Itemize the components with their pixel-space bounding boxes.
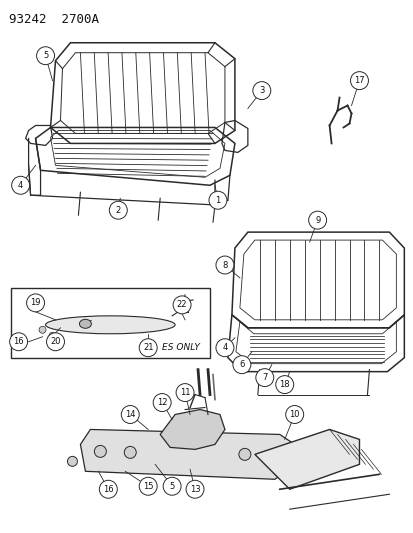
Circle shape: [216, 339, 233, 357]
Text: 2: 2: [115, 206, 121, 215]
Circle shape: [252, 82, 270, 100]
Circle shape: [99, 480, 117, 498]
Text: 93242  2700A: 93242 2700A: [9, 13, 98, 26]
Text: 7: 7: [261, 373, 267, 382]
Circle shape: [67, 456, 77, 466]
Polygon shape: [254, 430, 358, 489]
Circle shape: [176, 384, 194, 401]
Text: 13: 13: [189, 484, 200, 494]
Text: 9: 9: [314, 216, 320, 224]
Circle shape: [121, 406, 139, 424]
Circle shape: [233, 356, 250, 374]
Text: 14: 14: [125, 410, 135, 419]
Text: 21: 21: [142, 343, 153, 352]
Circle shape: [350, 71, 368, 90]
Circle shape: [12, 176, 29, 194]
Text: 4: 4: [18, 181, 23, 190]
Text: 16: 16: [13, 337, 24, 346]
Circle shape: [94, 446, 106, 457]
Circle shape: [216, 256, 233, 274]
Text: 8: 8: [222, 261, 227, 270]
Polygon shape: [80, 430, 294, 479]
Circle shape: [209, 191, 226, 209]
Circle shape: [139, 477, 157, 495]
Polygon shape: [160, 409, 224, 449]
Circle shape: [124, 447, 136, 458]
Text: 16: 16: [103, 484, 114, 494]
Text: 11: 11: [179, 388, 190, 397]
Text: 5: 5: [169, 482, 174, 491]
Circle shape: [153, 393, 171, 411]
Text: 10: 10: [289, 410, 299, 419]
Circle shape: [173, 296, 190, 314]
Text: 4: 4: [222, 343, 227, 352]
Text: 18: 18: [279, 380, 290, 389]
Circle shape: [9, 333, 28, 351]
Circle shape: [308, 211, 326, 229]
Text: 20: 20: [50, 337, 61, 346]
Circle shape: [163, 477, 180, 495]
Circle shape: [36, 47, 55, 64]
Text: 22: 22: [176, 301, 187, 309]
Circle shape: [26, 294, 45, 312]
Text: ES ONLY: ES ONLY: [162, 343, 199, 352]
Text: 12: 12: [157, 398, 167, 407]
Circle shape: [46, 333, 64, 351]
Text: 17: 17: [353, 76, 364, 85]
Circle shape: [255, 369, 273, 386]
Circle shape: [39, 326, 46, 333]
Circle shape: [238, 448, 250, 461]
Circle shape: [285, 406, 303, 424]
Circle shape: [49, 332, 56, 340]
Circle shape: [275, 376, 293, 393]
Bar: [11, 288, 209, 358]
Circle shape: [109, 201, 127, 219]
Text: 1: 1: [215, 196, 220, 205]
Text: 15: 15: [142, 482, 153, 491]
Ellipse shape: [79, 319, 91, 328]
Ellipse shape: [45, 316, 175, 334]
Text: 5: 5: [43, 51, 48, 60]
Text: 6: 6: [239, 360, 244, 369]
Text: 19: 19: [30, 298, 41, 308]
Circle shape: [139, 339, 157, 357]
Circle shape: [185, 480, 204, 498]
Text: 3: 3: [259, 86, 264, 95]
